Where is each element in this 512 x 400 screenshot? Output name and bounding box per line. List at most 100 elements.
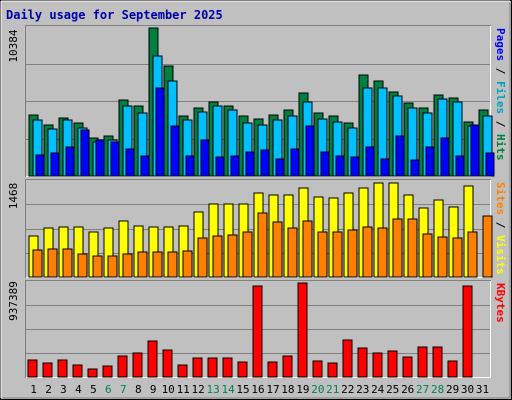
legend-part: Hits (494, 134, 507, 161)
day-label-1: 1 (30, 383, 37, 396)
legend-part: Files (494, 81, 507, 114)
day-label-22: 22 (341, 383, 354, 396)
bar-sites-day-8: Sites 8: 380 (137, 251, 148, 278)
bar-sites-day-10: Sites 10: 380 (167, 251, 178, 278)
day-label-15: 15 (236, 383, 249, 396)
bar-sites-day-20: Sites 20: 700 (317, 231, 328, 278)
bar-pages-day-21: Pages 21: 1400 (335, 155, 345, 177)
bar-sites-day-28: Sites 28: 620 (437, 236, 448, 278)
bar-sites-day-23: Sites 23: 780 (362, 226, 373, 278)
legend-part: / (494, 61, 507, 81)
bar-pages-day-17: Pages 17: 1200 (275, 158, 285, 177)
bar-pages-day-5: Pages 5: 2500 (95, 139, 105, 177)
axis-max-label: 10384 (7, 29, 20, 62)
bar-kbytes-day-2: KBytes 2: 140000 (42, 362, 53, 378)
bar-pages-day-1: Pages 1: 1500 (35, 154, 45, 177)
legend-part: Visits (494, 235, 507, 275)
bar-pages-day-8: Pages 8: 1400 (140, 155, 150, 177)
day-label-4: 4 (75, 383, 82, 396)
day-label-6: 6 (105, 383, 112, 396)
bar-kbytes-day-21: KBytes 21: 140000 (327, 362, 338, 378)
day-label-11: 11 (177, 383, 190, 396)
bar-kbytes-day-6: KBytes 6: 110000 (102, 365, 113, 378)
day-label-21: 21 (326, 383, 339, 396)
day-label-20: 20 (311, 383, 324, 396)
day-label-14: 14 (221, 383, 235, 396)
bar-pages-day-13: Pages 13: 1300 (215, 156, 225, 177)
bar-pages-day-30: Pages 30: 3600 (470, 124, 480, 177)
bar-pages-day-25: Pages 25: 2800 (395, 135, 405, 177)
legend-part: KBytes (494, 283, 507, 323)
bar-pages-day-22: Pages 22: 1300 (350, 156, 360, 177)
bar-kbytes-day-26: KBytes 26: 200000 (402, 356, 413, 378)
day-label-29: 29 (446, 383, 459, 396)
day-label-10: 10 (162, 383, 175, 396)
bar-sites-day-9: Sites 9: 380 (152, 251, 163, 278)
bar-sites-day-17: Sites 17: 850 (272, 221, 283, 278)
series-pages: Pages 1: 1500 Pages 2: 1600 Pages 3: 2000 P… (35, 87, 495, 177)
day-label-3: 3 (60, 383, 67, 396)
bar-sites-day-12: Sites 12: 600 (197, 237, 208, 278)
bar-sites-day-2: Sites 2: 430 (47, 248, 58, 278)
bar-kbytes-day-18: KBytes 18: 210000 (282, 355, 293, 378)
bar-kbytes-day-9: KBytes 9: 360000 (147, 340, 158, 378)
bar-pages-day-16: Pages 16: 1800 (260, 149, 270, 177)
day-labels: 1 2 3 4 5 6 7 8 9 10 11 12 13 14 15 16 17 18 19 20 21 22 23 24 2… (30, 383, 489, 396)
panel-usage-middle: Visits 1: 640Visits 2: 750Visits 3: 780V… (7, 179, 507, 278)
bar-pages-day-11: Pages 11: 1400 (185, 155, 195, 177)
bar-pages-day-2: Pages 2: 1600 (50, 152, 60, 177)
bar-kbytes-day-25: KBytes 25: 260000 (387, 350, 398, 378)
bar-pages-day-18: Pages 18: 1900 (290, 148, 300, 177)
panel-legend: Sites / Visits (494, 182, 507, 275)
bar-sites-day-4: Sites 4: 360 (77, 253, 88, 278)
day-label-5: 5 (90, 383, 97, 396)
chart-title: Daily usage for September 2025 (6, 8, 223, 22)
bar-sites-day-30: Sites 30: 700 (467, 231, 478, 278)
day-label-26: 26 (401, 383, 414, 396)
legend-part: / (494, 215, 507, 235)
panel-legend: KBytes (494, 283, 507, 323)
day-label-12: 12 (191, 383, 204, 396)
bar-kbytes-day-7: KBytes 7: 210000 (117, 355, 128, 378)
day-label-23: 23 (356, 383, 369, 396)
bar-pages-day-19: Pages 19: 3500 (305, 125, 315, 177)
bar-pages-day-24: Pages 24: 1200 (380, 158, 390, 177)
bar-pages-day-10: Pages 10: 3500 (170, 125, 180, 177)
panel-usage-top: Hits 1: 4300Hits 2: 3600Hits 3: 4100Hits… (7, 25, 507, 177)
bar-sites-day-25: Sites 25: 900 (392, 218, 403, 278)
legend-part: Sites (494, 182, 507, 215)
bar-pages-day-31: Pages 31: 1600 (485, 152, 495, 177)
bar-sites-day-13: Sites 13: 630 (212, 235, 223, 278)
day-label-25: 25 (386, 383, 399, 396)
axis-max-label: 1468 (7, 183, 20, 210)
bar-kbytes-day-30: KBytes 30: 910000 (462, 285, 473, 378)
bar-pages-day-7: Pages 7: 1900 (125, 148, 135, 177)
day-label-28: 28 (431, 383, 444, 396)
bar-sites-day-29: Sites 29: 610 (452, 237, 463, 278)
bar-pages-day-26: Pages 26: 1100 (410, 159, 420, 177)
bar-kbytes-day-29: KBytes 29: 160000 (447, 360, 458, 378)
bar-pages-day-14: Pages 14: 1400 (230, 155, 240, 177)
bar-kbytes-day-24: KBytes 24: 240000 (372, 352, 383, 378)
bar-pages-day-20: Pages 20: 1700 (320, 151, 330, 177)
bar-kbytes-day-1: KBytes 1: 170000 (27, 359, 38, 378)
panel-usage-bottom: KBytes 1: 170000 KBytes 2: 140000 KBytes 3… (7, 280, 507, 378)
bar-sites-day-11: Sites 11: 400 (182, 250, 193, 278)
bar-sites-day-16: Sites 16: 990 (257, 212, 268, 278)
bar-pages-day-29: Pages 29: 1400 (455, 155, 465, 177)
day-label-27: 27 (416, 383, 429, 396)
panel-legend: Pages / Files / Hits (494, 28, 507, 161)
bar-sites-day-21: Sites 21: 690 (332, 231, 343, 278)
chart-panels: Hits 1: 4300Hits 2: 3600Hits 3: 4100Hits… (7, 25, 507, 378)
day-label-13: 13 (206, 383, 219, 396)
day-label-30: 30 (461, 383, 474, 396)
bar-kbytes-day-4: KBytes 4: 120000 (72, 364, 83, 378)
bar-kbytes-day-19: KBytes 19: 937389 (297, 282, 308, 378)
bar-kbytes-day-20: KBytes 20: 160000 (312, 360, 323, 378)
bar-pages-day-15: Pages 15: 1700 (245, 151, 255, 177)
bar-kbytes-day-27: KBytes 27: 300000 (417, 346, 428, 378)
day-label-16: 16 (251, 383, 264, 396)
bar-kbytes-day-28: KBytes 28: 300000 (432, 346, 443, 378)
day-label-8: 8 (135, 383, 142, 396)
